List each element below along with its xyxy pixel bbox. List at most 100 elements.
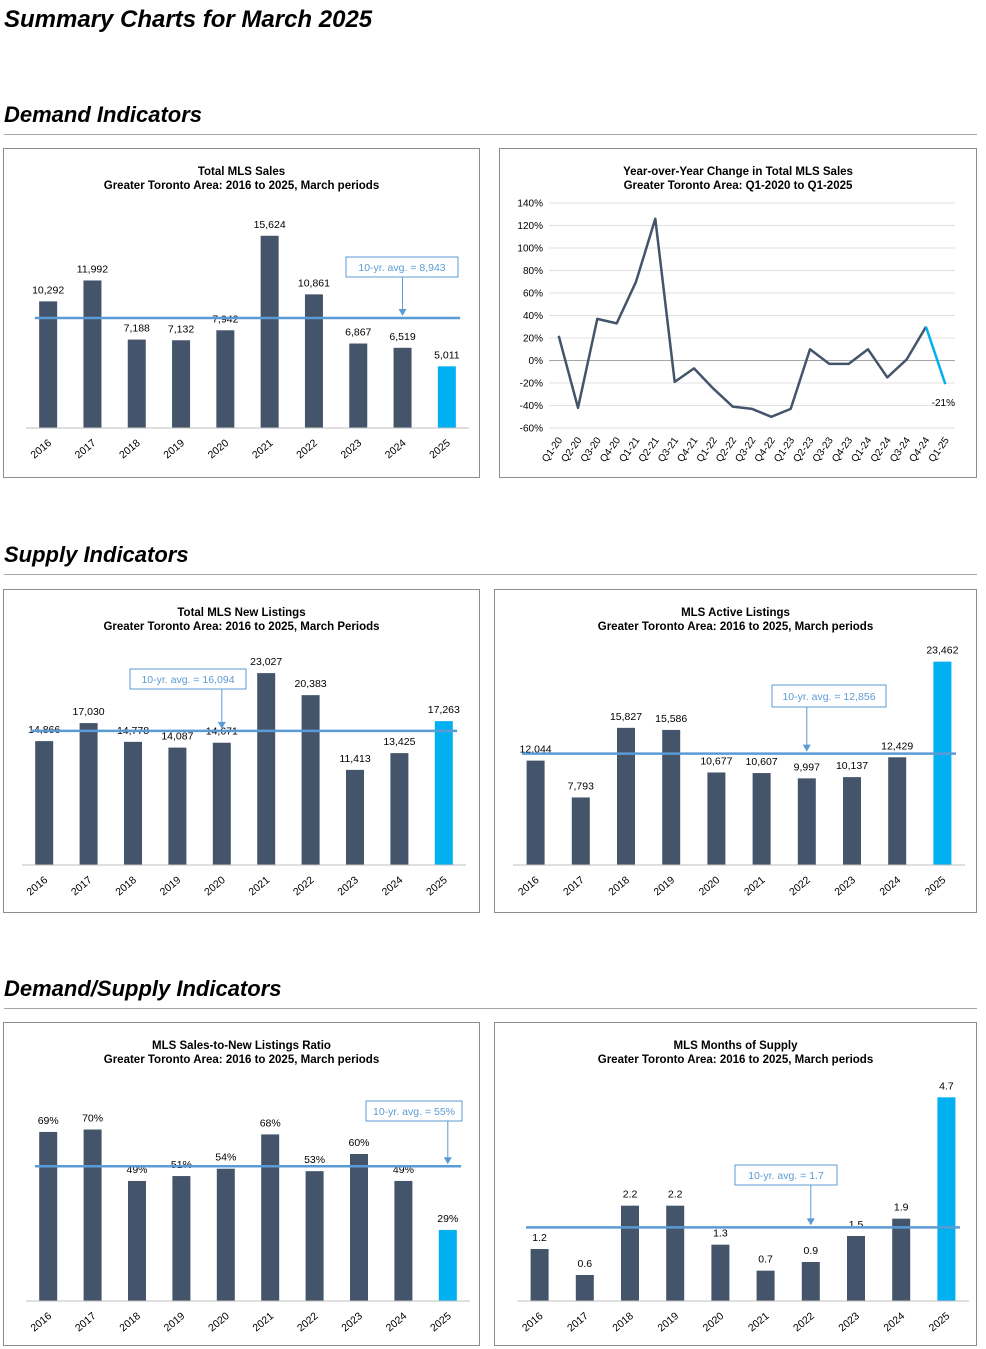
bars: 14,866201617,030201714,778201814,0872019… [25,656,460,898]
data-label: 7,188 [124,323,150,335]
bar [128,1180,146,1301]
x-tick-label: 2016 [516,874,542,898]
section-title-supply: Supply Indicators [4,542,189,567]
data-label: 14,087 [161,731,193,743]
bar [752,773,771,865]
section-divider [4,574,977,575]
bar [35,741,54,865]
chart-title: Year-over-Year Change in Total MLS Sales [623,166,853,178]
section-divider [4,1008,977,1009]
x-tick-label: 2023 [335,874,361,898]
average-callout [734,1164,838,1186]
x-tick-label: 2023 [339,1310,365,1334]
bar [127,339,146,428]
bar [124,741,142,865]
average-callout [771,684,887,708]
bar [888,757,907,865]
y-tick-label: -20% [520,379,543,390]
bar [797,778,816,865]
data-label: 1.3 [713,1228,728,1240]
bar-highlight [933,661,952,865]
x-tick-label: 2017 [561,874,587,898]
bar [168,747,187,865]
bar [390,753,409,865]
data-label: 11,992 [77,263,108,275]
data-label: 23,462 [926,645,958,657]
chart-title: Total MLS Sales [198,166,285,178]
data-label: 1.9 [894,1202,909,1214]
section-title-demand-supply: Demand/Supply Indicators [4,976,282,1001]
bar [346,769,364,865]
data-label: 12,429 [881,740,913,752]
bar [526,760,545,865]
data-label: 20,383 [295,678,327,690]
y-tick-label: 40% [523,311,543,322]
bar [393,347,412,428]
y-tick-label: 20% [523,334,543,345]
bar [83,280,102,428]
x-tick-label: 2022 [295,1310,321,1334]
bar [662,729,681,865]
chart-subtitle: Greater Toronto Area: 2016 to 2025, Marc… [598,1054,873,1066]
bar [305,1171,324,1301]
bar [349,343,368,428]
x-tick-label: 2025 [927,1310,953,1334]
gridlines: 140% 120% 100% 80% 60% 40% 20% 0% -20% -40% -60% [517,199,955,435]
bar [172,1176,191,1301]
y-tick-label: 80% [523,266,543,277]
average-callout [129,668,247,690]
x-tick-label: 2018 [113,874,139,898]
chart-title: MLS Sales-to-New Listings Ratio [152,1040,331,1052]
chart-subtitle: Greater Toronto Area: 2016 to 2025, Marc… [103,621,379,633]
bar [216,330,235,428]
average-callout [365,1100,463,1122]
data-label: 7,132 [168,323,194,335]
data-label: 4.7 [939,1080,954,1092]
bars: 12,04420167,793201715,827201815,58620191… [516,645,959,899]
bar [617,727,635,865]
data-label: 0.6 [577,1258,592,1270]
x-tick-label: 2025 [424,874,450,898]
bar [83,1129,102,1301]
x-tick-label: 2019 [652,874,678,898]
bar [257,673,276,865]
x-tick-label: 2018 [117,437,143,461]
data-label: 2.2 [668,1189,683,1201]
chart-subtitle: Greater Toronto Area: 2016 to 2025, Marc… [104,180,379,192]
data-label: 1.2 [532,1232,547,1244]
bar [261,1134,280,1301]
x-tick-label: 2020 [202,874,228,898]
x-tick-label: 2021 [251,1310,277,1334]
bar [575,1275,594,1301]
data-label: 7,793 [568,780,594,792]
x-tick-label: 2016 [29,1310,55,1334]
bar-chart-svg: Total MLS Sales Greater Toronto Area: 201… [26,166,469,461]
x-tick-label: 2019 [161,437,187,461]
data-label: 10,861 [298,277,330,289]
x-tick-label: 2017 [73,1310,99,1334]
data-label: 10,607 [746,756,778,768]
bars: 1.2 2016 0.6 2017 2.2 2018 2.2 2019 1.3 2020 0.7 20… [520,1080,956,1334]
x-tick-label: 2018 [610,1310,636,1334]
series-line [557,217,928,419]
data-label: 68% [260,1117,281,1129]
data-label: -21% [932,398,955,409]
chart-panel-snlr: MLS Sales-to-New Listings Ratio Greater T… [3,1022,480,1346]
y-tick-label: 100% [517,244,543,255]
bar-chart-svg: Total MLS New Listings Greater Toronto Ar… [22,607,466,898]
bar-chart-svg: MLS Sales-to-New Listings Ratio Greater T… [26,1040,470,1334]
bar [304,294,323,428]
data-label: 54% [215,1152,236,1164]
x-tick-label: 2024 [882,1310,908,1334]
bar [621,1205,639,1301]
data-label: 6,867 [345,327,371,339]
bar [260,235,279,428]
callout-arrowhead [398,308,407,316]
x-tick-label: 2017 [73,437,99,461]
chart-panel-active-listings: MLS Active Listings Greater Toronto Area:… [494,589,977,913]
data-label: 10,292 [32,284,64,296]
page-title: Summary Charts for March 2025 [4,6,373,33]
chart-panel-months-supply: MLS Months of Supply Greater Toronto Area… [494,1022,977,1346]
data-label: 0.9 [803,1245,818,1257]
y-tick-label: 120% [517,221,543,232]
